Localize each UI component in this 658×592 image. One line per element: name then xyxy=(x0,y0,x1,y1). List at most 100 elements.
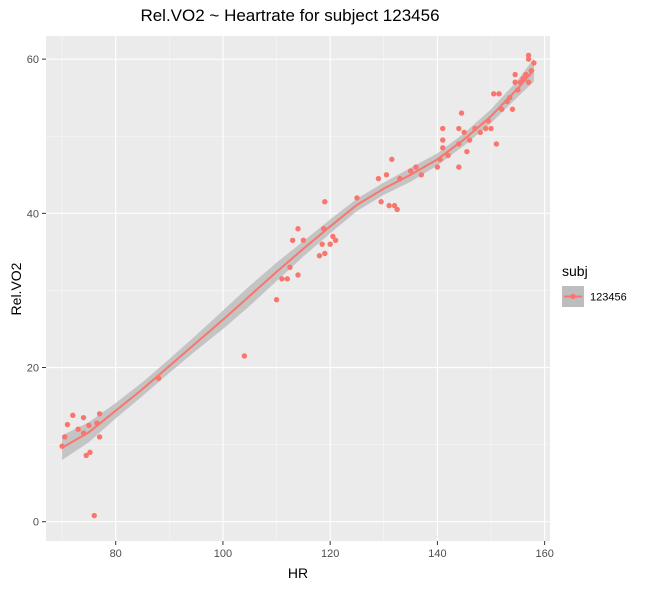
data-point xyxy=(456,164,462,170)
x-tick-label: 80 xyxy=(110,548,122,560)
data-point xyxy=(434,164,441,170)
data-point xyxy=(509,106,516,112)
data-point xyxy=(440,137,446,143)
confidence-band-layer xyxy=(62,58,534,461)
data-point xyxy=(493,141,500,147)
major-gridlines xyxy=(46,36,550,541)
legend-entries: 123456 xyxy=(562,286,627,307)
x-axis: 80 100 120 140 160 xyxy=(110,541,554,560)
data-point xyxy=(525,79,532,85)
data-point xyxy=(284,276,290,282)
data-point xyxy=(289,237,296,244)
smooth-line-layer xyxy=(61,69,535,449)
data-point xyxy=(80,430,87,436)
data-point xyxy=(273,296,280,303)
data-point xyxy=(316,253,323,259)
data-point xyxy=(394,206,400,213)
data-point xyxy=(397,175,403,182)
data-point xyxy=(62,434,68,440)
data-point xyxy=(440,125,446,132)
data-point xyxy=(485,118,492,124)
data-point xyxy=(389,156,395,163)
data-point xyxy=(287,264,293,270)
data-point xyxy=(330,233,336,240)
data-point xyxy=(512,71,518,78)
data-point xyxy=(96,434,103,440)
x-tick-label: 160 xyxy=(535,548,553,560)
data-point xyxy=(322,250,328,257)
data-point xyxy=(75,426,81,432)
data-point xyxy=(96,411,103,417)
y-tick-label: 20 xyxy=(27,363,39,375)
smooth-line xyxy=(61,69,535,449)
data-point xyxy=(520,75,526,82)
y-axis: 0 20 40 60 xyxy=(27,54,46,529)
data-point xyxy=(83,452,89,459)
data-point xyxy=(456,141,462,147)
data-point xyxy=(295,272,301,278)
data-point xyxy=(295,226,301,232)
data-point xyxy=(241,353,248,359)
data-point xyxy=(515,87,521,93)
x-tick-label: 140 xyxy=(428,548,446,560)
data-point xyxy=(70,412,76,419)
data-point xyxy=(456,125,462,132)
data-point xyxy=(91,512,97,519)
data-point xyxy=(517,79,524,85)
plot-panel xyxy=(46,36,550,541)
data-point xyxy=(383,172,390,178)
data-point xyxy=(321,226,327,232)
legend-entry-label: 123456 xyxy=(590,292,627,304)
data-point xyxy=(482,125,489,132)
data-point xyxy=(523,71,529,78)
data-point xyxy=(437,156,443,163)
data-point xyxy=(322,199,328,205)
y-tick-label: 0 xyxy=(33,517,39,529)
data-point xyxy=(512,79,518,85)
legend-key-point xyxy=(570,293,576,300)
data-point xyxy=(491,91,497,97)
chart-title: Rel.VO2 ~ Heartrate for subject 123456 xyxy=(140,6,439,25)
data-point xyxy=(375,175,382,182)
y-tick-label: 60 xyxy=(27,54,39,66)
data-point xyxy=(440,145,446,151)
data-point xyxy=(378,199,384,205)
data-point xyxy=(386,202,392,209)
data-point xyxy=(279,276,285,282)
data-point xyxy=(418,172,425,178)
data-point xyxy=(332,237,339,244)
data-point xyxy=(488,125,494,132)
data-point xyxy=(464,148,470,155)
data-point xyxy=(499,106,505,112)
data-point xyxy=(496,91,502,97)
data-point xyxy=(504,98,510,105)
data-point xyxy=(80,414,87,421)
data-point xyxy=(472,125,478,132)
x-axis-title: HR xyxy=(288,565,308,581)
data-point xyxy=(86,422,92,429)
y-axis-title: Rel.VO2 xyxy=(8,262,24,315)
data-point xyxy=(354,195,360,201)
data-point xyxy=(458,110,465,116)
data-point xyxy=(94,420,100,426)
data-points-layer xyxy=(59,52,537,519)
data-point xyxy=(507,94,513,101)
data-point xyxy=(155,375,162,382)
data-point xyxy=(407,168,414,174)
data-point xyxy=(445,152,451,159)
confidence-band xyxy=(62,58,534,461)
legend: subj 123456 xyxy=(562,263,627,307)
data-point xyxy=(528,67,534,74)
data-point xyxy=(319,241,325,247)
data-point xyxy=(461,129,467,136)
data-point xyxy=(477,129,483,136)
data-point xyxy=(413,164,419,170)
data-point xyxy=(64,421,71,428)
data-point xyxy=(466,137,473,143)
data-point xyxy=(525,52,532,58)
data-point xyxy=(87,449,93,456)
data-point xyxy=(531,60,537,66)
data-point xyxy=(59,443,65,449)
